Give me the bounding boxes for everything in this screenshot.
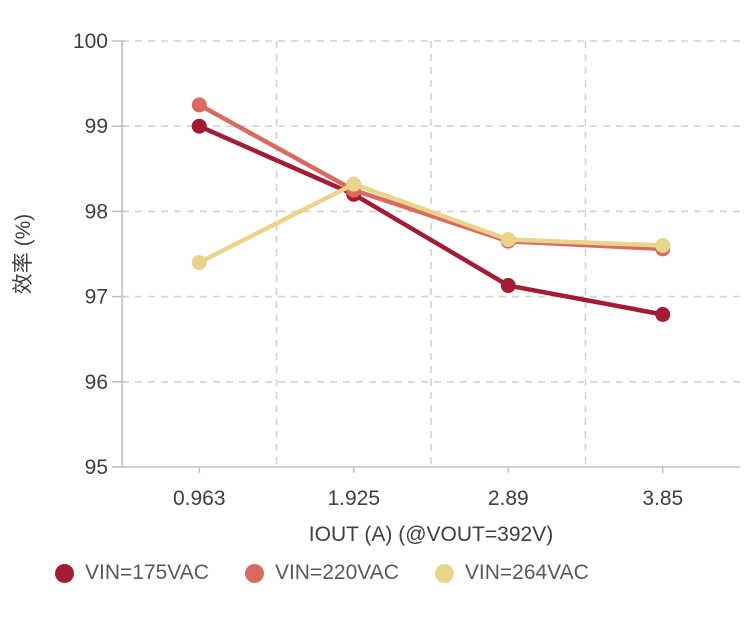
x-tick-label: 1.925 bbox=[327, 487, 380, 510]
x-tick-label: 0.963 bbox=[173, 487, 226, 510]
y-tick-label: 99 bbox=[85, 115, 108, 138]
y-tick-label: 96 bbox=[85, 371, 108, 394]
data-point-vin=264vac bbox=[191, 255, 207, 271]
chart-legend: VIN=175VAC VIN=220VAC VIN=264VAC bbox=[55, 561, 589, 585]
y-tick-label: 100 bbox=[73, 30, 108, 53]
series-line-vin=264vac bbox=[197, 181, 665, 265]
data-point-vin=175vac bbox=[191, 118, 207, 134]
y-tick-label: 98 bbox=[85, 200, 108, 223]
data-point-vin=220vac bbox=[191, 97, 207, 113]
legend-label: VIN=220VAC bbox=[274, 561, 399, 584]
y-tick-label: 97 bbox=[85, 286, 108, 309]
legend-label: VIN=264VAC bbox=[464, 561, 589, 584]
series-line-vin=175vac bbox=[197, 123, 665, 317]
legend-label: VIN=175VAC bbox=[85, 561, 209, 584]
x-tick-label: 3.85 bbox=[642, 487, 683, 510]
data-point-vin=264vac bbox=[500, 232, 516, 248]
x-tick-label: 2.89 bbox=[488, 487, 529, 510]
x-axis-title: IOUT (A) (@VOUT=392V) bbox=[309, 523, 553, 546]
data-point-vin=264vac bbox=[346, 176, 362, 192]
data-point-vin=175vac bbox=[655, 306, 671, 322]
legend-marker-icon bbox=[55, 563, 74, 583]
legend-marker-icon bbox=[434, 563, 454, 583]
legend-marker-icon bbox=[244, 563, 264, 583]
series-line-vin=220vac bbox=[197, 102, 665, 252]
data-point-vin=264vac bbox=[655, 237, 671, 253]
y-axis-title: 效率 (%) bbox=[12, 214, 35, 295]
legend-item-vin-264vac[interactable]: VIN=264VAC bbox=[434, 561, 589, 585]
legend-item-vin-220vac[interactable]: VIN=220VAC bbox=[244, 561, 399, 585]
legend-item-vin-175vac[interactable]: VIN=175VAC bbox=[55, 561, 209, 585]
data-point-vin=175vac bbox=[500, 278, 516, 294]
y-tick-label: 95 bbox=[85, 456, 108, 479]
